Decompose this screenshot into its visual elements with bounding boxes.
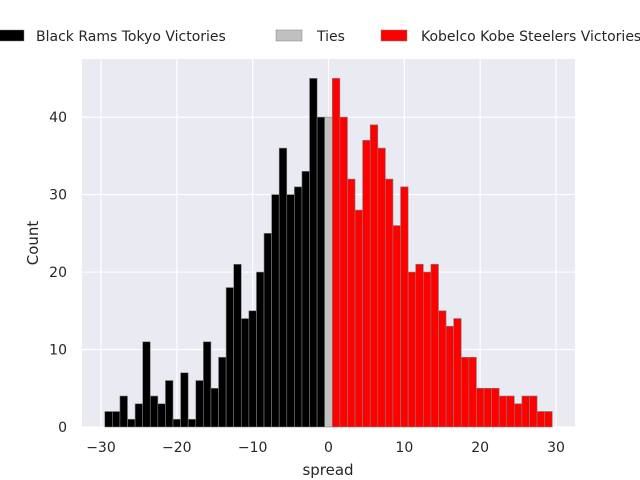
x-tick-label: −10 <box>238 440 268 456</box>
x-tick-label: 30 <box>547 440 565 456</box>
bar-black-rams <box>316 116 326 428</box>
bar-kobelco <box>423 271 432 428</box>
bar-kobelco <box>536 411 545 428</box>
bar-kobelco <box>339 116 348 428</box>
bar-kobelco <box>415 264 424 428</box>
bar-kobelco <box>498 395 508 428</box>
bar-black-rams <box>271 194 280 428</box>
bar-black-rams <box>286 194 295 428</box>
legend-item-kobelco: Kobelco Kobe Steelers Victories <box>380 29 640 45</box>
legend-item-black-rams: Black Rams Tokyo Victories <box>0 29 226 45</box>
bar-black-rams <box>240 318 250 428</box>
bar-kobelco <box>460 356 470 428</box>
bar-black-rams <box>233 264 242 428</box>
y-tick-label: 30 <box>49 188 67 204</box>
legend-swatch-ties <box>275 29 303 42</box>
bar-black-rams <box>294 186 303 428</box>
bar-kobelco <box>476 387 485 428</box>
bar-kobelco <box>400 186 409 428</box>
bar-black-rams <box>218 356 227 428</box>
bar-black-rams <box>142 341 151 428</box>
x-tick-label: 0 <box>324 440 333 456</box>
bar-kobelco <box>377 147 386 428</box>
legend-label-ties: Ties <box>316 29 345 45</box>
bar-black-rams <box>309 78 318 428</box>
legend-item-ties: Ties <box>275 29 345 45</box>
bar-kobelco <box>521 395 530 428</box>
y-tick-label: 0 <box>58 420 67 436</box>
legend-label-black-rams: Black Rams Tokyo Victories <box>36 29 226 45</box>
bar-kobelco <box>491 387 500 428</box>
legend-swatch-kobelco <box>380 29 408 42</box>
bar-black-rams <box>165 380 174 428</box>
bar-kobelco <box>483 387 492 428</box>
bar-kobelco <box>407 271 417 428</box>
bar-kobelco <box>362 140 371 428</box>
bar-black-rams <box>195 380 204 428</box>
y-tick-label: 20 <box>49 265 67 281</box>
bar-kobelco <box>331 78 341 428</box>
bar-black-rams <box>225 287 234 428</box>
bar-black-rams <box>180 372 189 428</box>
y-tick-label: 40 <box>49 110 67 126</box>
bar-black-rams <box>248 310 257 428</box>
legend-label-kobelco: Kobelco Kobe Steelers Victories <box>421 29 640 45</box>
bar-kobelco <box>529 395 538 428</box>
x-tick-label: −30 <box>86 440 116 456</box>
bar-black-rams <box>104 411 113 428</box>
bar-black-rams <box>172 418 181 428</box>
bar-kobelco <box>369 124 379 428</box>
y-tick-labels: 0 10 20 30 40 <box>49 110 67 436</box>
x-axis-label: spread <box>302 461 353 479</box>
bar-black-rams <box>203 341 212 428</box>
bar-black-rams <box>278 147 288 428</box>
bar-kobelco <box>430 264 439 428</box>
bar-black-rams <box>263 233 272 428</box>
bar-black-rams <box>256 271 265 428</box>
bar-kobelco <box>468 356 477 428</box>
legend: Black Rams Tokyo Victories Ties Kobelco … <box>0 29 640 45</box>
bar-kobelco <box>385 178 394 428</box>
legend-swatch-black-rams <box>0 29 25 42</box>
bar-kobelco <box>445 325 454 428</box>
bar-black-rams <box>112 411 121 428</box>
bar-black-rams <box>157 403 166 428</box>
x-tick-label: 10 <box>395 440 413 456</box>
bar-kobelco <box>438 310 447 428</box>
bar-kobelco <box>506 395 515 428</box>
y-axis-label: Count <box>24 221 42 266</box>
bars <box>104 78 553 428</box>
x-tick-label: 20 <box>471 440 489 456</box>
bar-black-rams <box>210 387 219 428</box>
bar-kobelco <box>514 403 523 428</box>
bar-kobelco <box>453 318 462 428</box>
bar-kobelco <box>347 178 356 428</box>
bar-kobelco <box>392 225 401 428</box>
bar-black-rams <box>134 403 143 428</box>
bar-black-rams <box>187 418 197 428</box>
bar-ties <box>324 116 333 428</box>
bar-kobelco <box>354 209 363 428</box>
bar-black-rams <box>127 418 136 428</box>
bar-black-rams <box>149 395 159 428</box>
y-tick-label: 10 <box>49 343 67 359</box>
bar-kobelco <box>544 411 553 428</box>
x-tick-label: −20 <box>162 440 192 456</box>
bar-black-rams <box>301 171 310 428</box>
x-tick-labels: −30 −20 −10 0 10 20 30 <box>86 440 565 456</box>
bar-black-rams <box>119 395 128 428</box>
